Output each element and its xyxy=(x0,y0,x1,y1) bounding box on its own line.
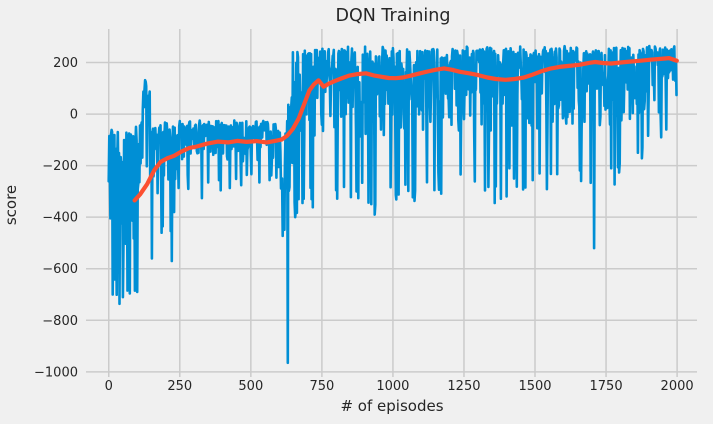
y-tick-label: −400 xyxy=(42,211,78,226)
x-tick-label: 1500 xyxy=(518,379,551,394)
x-tick-label: 1750 xyxy=(590,379,623,394)
data-series xyxy=(107,44,679,365)
y-tick-label: −1000 xyxy=(34,365,78,380)
x-tick-labels: 0 250 500 750 1000 1250 1500 1750 2000 xyxy=(105,379,694,394)
y-tick-label: −200 xyxy=(42,159,78,174)
x-tick-label: 1000 xyxy=(376,379,409,394)
y-tick-label: −800 xyxy=(42,314,78,329)
y-axis-label: score xyxy=(2,185,20,225)
x-tick-label: 2000 xyxy=(661,379,694,394)
x-axis-label: # of episodes xyxy=(340,397,443,415)
chart-title: DQN Training xyxy=(336,6,451,26)
y-tick-label: −600 xyxy=(42,262,78,277)
x-tick-label: 500 xyxy=(238,379,263,394)
y-tick-label: 200 xyxy=(53,56,78,71)
x-tick-label: 250 xyxy=(167,379,192,394)
x-tick-label: 1250 xyxy=(447,379,480,394)
y-tick-labels: −1000 −800 −600 −400 −200 0 200 xyxy=(34,56,78,380)
y-tick-label: 0 xyxy=(70,108,78,123)
x-tick-label: 0 xyxy=(105,379,113,394)
episode-score-line xyxy=(107,44,678,365)
x-tick-label: 750 xyxy=(309,379,334,394)
moving-average-line xyxy=(132,56,679,203)
